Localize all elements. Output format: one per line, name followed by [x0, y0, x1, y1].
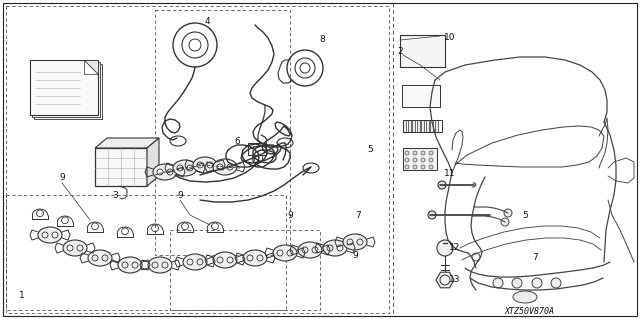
- Bar: [400, 35, 445, 67]
- Ellipse shape: [213, 159, 237, 175]
- Circle shape: [413, 151, 417, 155]
- Ellipse shape: [513, 291, 537, 303]
- Bar: [412, 120, 415, 132]
- Bar: [155, 10, 290, 255]
- Circle shape: [551, 278, 561, 288]
- Text: 7: 7: [532, 254, 538, 263]
- Ellipse shape: [63, 240, 87, 256]
- Bar: [6, 195, 286, 310]
- Polygon shape: [436, 272, 454, 288]
- Ellipse shape: [118, 257, 142, 273]
- Text: 9: 9: [287, 211, 293, 219]
- Bar: [421, 120, 424, 132]
- Text: 13: 13: [449, 276, 461, 285]
- Circle shape: [421, 165, 425, 169]
- Ellipse shape: [148, 257, 172, 273]
- Bar: [403, 148, 437, 170]
- Circle shape: [504, 209, 512, 217]
- Ellipse shape: [153, 164, 177, 180]
- Text: 5: 5: [522, 211, 528, 219]
- Polygon shape: [147, 138, 159, 186]
- Text: 8: 8: [319, 35, 325, 44]
- Bar: [417, 120, 419, 132]
- Bar: [402, 85, 440, 107]
- Circle shape: [429, 165, 433, 169]
- Text: 9: 9: [59, 174, 65, 182]
- Circle shape: [493, 278, 503, 288]
- Ellipse shape: [438, 181, 446, 189]
- Circle shape: [437, 240, 453, 256]
- Ellipse shape: [323, 240, 347, 256]
- Ellipse shape: [243, 250, 267, 266]
- Circle shape: [405, 165, 409, 169]
- Ellipse shape: [273, 245, 297, 261]
- Circle shape: [429, 158, 433, 162]
- Bar: [30, 60, 98, 115]
- Circle shape: [512, 278, 522, 288]
- Circle shape: [501, 218, 509, 226]
- Text: 2: 2: [397, 48, 403, 56]
- Circle shape: [472, 253, 480, 261]
- Polygon shape: [95, 138, 159, 148]
- Text: 9: 9: [177, 190, 183, 199]
- Circle shape: [413, 158, 417, 162]
- Bar: [32, 62, 100, 117]
- Text: 3: 3: [112, 190, 118, 199]
- Text: XTZ50V870A: XTZ50V870A: [505, 308, 555, 316]
- Circle shape: [421, 158, 425, 162]
- Circle shape: [405, 158, 409, 162]
- Ellipse shape: [173, 160, 197, 176]
- Bar: [426, 120, 429, 132]
- Ellipse shape: [88, 250, 112, 266]
- Text: 5: 5: [367, 145, 373, 154]
- Text: 10: 10: [444, 33, 456, 42]
- Circle shape: [405, 151, 409, 155]
- Text: 4: 4: [204, 18, 210, 26]
- Circle shape: [429, 151, 433, 155]
- Ellipse shape: [213, 252, 237, 268]
- Circle shape: [421, 151, 425, 155]
- Circle shape: [413, 165, 417, 169]
- Ellipse shape: [428, 211, 436, 219]
- Ellipse shape: [343, 234, 367, 250]
- Text: 7: 7: [355, 211, 361, 219]
- Text: 12: 12: [449, 243, 461, 253]
- Text: 6: 6: [234, 137, 240, 146]
- Circle shape: [532, 278, 542, 288]
- Ellipse shape: [183, 254, 207, 270]
- Text: 11: 11: [444, 168, 456, 177]
- Ellipse shape: [38, 227, 62, 243]
- Bar: [6, 6, 389, 313]
- Bar: [430, 120, 433, 132]
- Bar: [435, 120, 438, 132]
- Polygon shape: [84, 60, 98, 74]
- Bar: [403, 120, 406, 132]
- Bar: [34, 64, 102, 119]
- Bar: [95, 148, 147, 186]
- Bar: [403, 120, 442, 132]
- Text: 9: 9: [352, 250, 358, 259]
- Bar: [248, 143, 266, 155]
- Text: 1: 1: [19, 291, 25, 300]
- Ellipse shape: [193, 157, 217, 173]
- Ellipse shape: [298, 242, 322, 258]
- Bar: [408, 120, 410, 132]
- Bar: [170, 230, 320, 310]
